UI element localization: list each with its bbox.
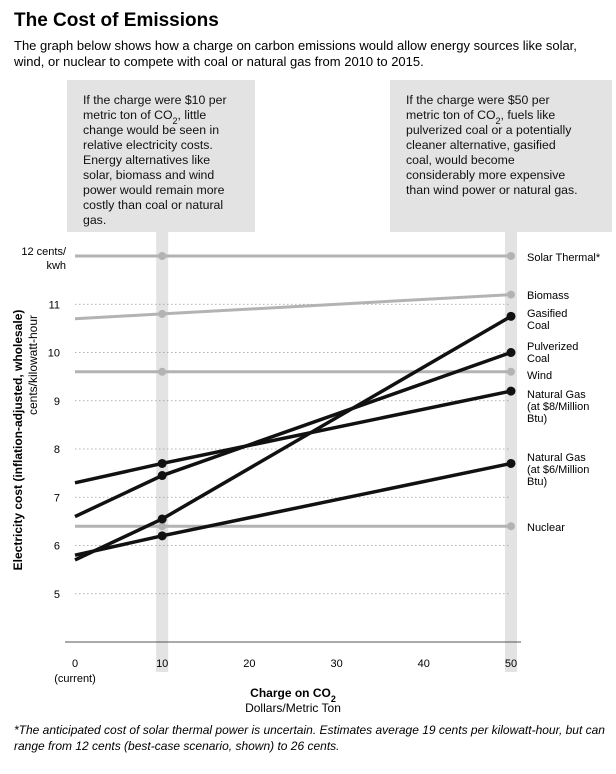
series-label: Gasified [527,308,567,320]
series-line-natural-gas-at-6-million-btu- [74,461,512,557]
x-tick-label: 30 [330,658,342,670]
series-line-natural-gas-at-8-million-btu- [74,389,512,485]
x-tick-label: 10 [156,658,168,670]
annotation-text-line: metric ton of CO2, fuels like [406,108,555,126]
series-label: Wind [527,370,552,382]
x-tick-sublabel: (current) [54,673,96,685]
annotation-text-line: solar, biomass and wind [83,168,214,182]
annotation-text-line: considerably more expensive [406,168,565,182]
series-line-biomass [74,293,512,321]
annotation-text-line: cleaner alternative, gasified [406,138,556,152]
data-point [158,522,167,531]
highlight-bands [156,232,517,672]
y-tick-label: 11 [49,299,60,311]
annotation-text-line: than wind power or natural gas. [406,183,578,197]
axes: 5 6 7 8 9 10 11 12 cents/kwh 0 (current) 10 20 30 40 5… [11,246,521,715]
y-tick-label: 10 [48,348,60,360]
series-lines [74,254,512,562]
series-labels: Solar Thermal*BiomassGasifiedCoalPulveri… [527,252,601,534]
data-point [157,514,167,524]
annotation-text-line: costly than coal or natural [83,198,223,212]
annotation-text-line: gas. [83,213,106,227]
data-point [158,367,167,376]
data-point [157,531,167,541]
y-tick-label: 12 cents/ [21,246,67,258]
annotation-text-line: If the charge were $50 per [406,93,550,107]
data-point [507,252,515,260]
series-label: Btu) [527,476,547,488]
data-point [507,290,515,299]
series-label: Pulverized [527,341,578,353]
data-point [506,458,516,468]
chart-title: The Cost of Emissions [14,10,219,31]
data-point [157,471,167,481]
annotation-box-10 [67,80,255,232]
x-tick-label: 20 [243,658,255,670]
y-axis-units: cents/kilowatt-hour [26,315,40,415]
x-axis-title: Charge on CO2 [250,686,336,704]
annotation-text-line: pulverized coal or a potentially [406,123,572,137]
annotation-text-line: change would be seen in [83,123,219,137]
footnote: *The anticipated cost of solar thermal p… [14,723,605,753]
y-axis-title: Electricity cost (inflation-adjusted, wh… [11,310,25,571]
data-point [506,348,516,357]
data-point [506,386,516,396]
series-label: (at $8/Million [527,401,589,413]
x-tick-label: 0 [72,658,78,670]
gridlines [75,303,511,595]
y-tick-label: 5 [54,589,60,601]
y-tick-label: 9 [54,396,60,408]
series-line-pulverized-coal [74,350,512,519]
series-label: Biomass [527,290,570,302]
annotation-text-line: If the charge were $10 per [83,93,227,107]
highlight-band-50 [505,232,517,672]
annotation-text-line: relative electricity costs. [83,138,213,152]
series-label: Coal [527,320,550,332]
y-tick-label-unit: kwh [46,260,66,272]
data-point [158,252,167,260]
chart-subtitle: The graph below shows how a charge on ca… [14,38,577,69]
data-point [158,309,167,318]
data-point [507,522,515,531]
series-label: Natural Gas [527,452,586,464]
highlight-band-10 [156,232,169,672]
data-points [157,252,516,541]
data-point [157,458,167,468]
series-label: (at $6/Million [527,464,589,476]
data-point [506,311,516,321]
x-tick-label: 50 [505,658,517,670]
annotation-text-line: Energy alternatives like [83,153,210,167]
series-label: Solar Thermal* [527,252,601,264]
annotation-text-line: coal, would become [406,153,515,167]
y-tick-label: 8 [54,444,60,456]
series-label: Btu) [527,413,547,425]
data-point [507,367,515,376]
series-label: Nuclear [527,522,565,534]
x-tick-label: 40 [418,658,430,670]
annotation-box-50 [390,80,612,232]
y-tick-label: 6 [54,541,60,553]
series-label: Coal [527,353,550,365]
series-label: Natural Gas [527,389,586,401]
annotation-text-line: metric ton of CO2, little [83,108,206,126]
x-axis-units: Dollars/Metric Ton [245,701,341,715]
annotation-text-line: power would remain more [83,183,225,197]
y-tick-label: 7 [54,492,60,504]
